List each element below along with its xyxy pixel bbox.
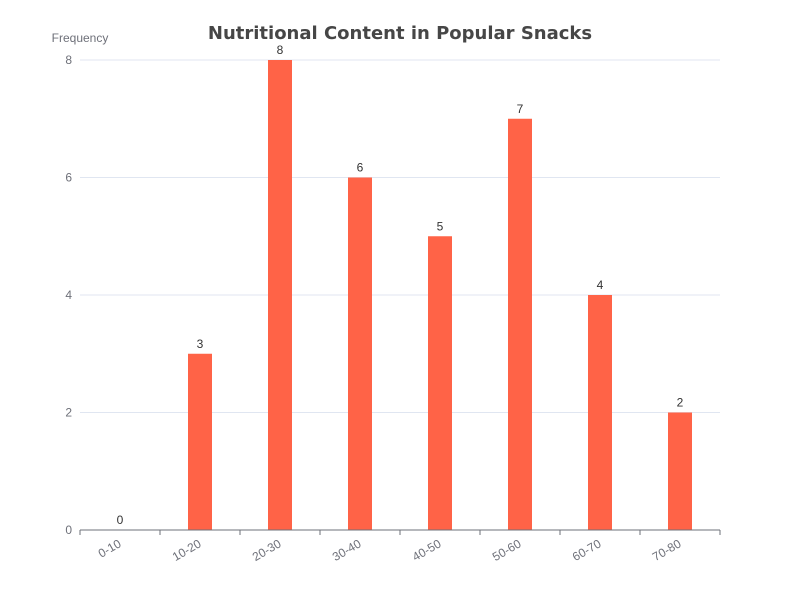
bar[interactable] xyxy=(668,412,692,531)
x-axis xyxy=(79,529,721,535)
x-tick-label: 40-50 xyxy=(410,536,444,564)
bar[interactable] xyxy=(348,177,372,531)
x-tick-label: 20-30 xyxy=(250,536,284,564)
data-label: 4 xyxy=(597,278,604,292)
x-tick-label: 70-80 xyxy=(650,536,684,564)
x-tick-label: 10-20 xyxy=(170,536,204,564)
y-tick-label: 2 xyxy=(65,406,72,420)
y-tick-label: 6 xyxy=(65,171,72,185)
data-label: 5 xyxy=(437,219,444,233)
grid-lines xyxy=(80,59,720,413)
y-axis-label: Frequency xyxy=(52,31,109,45)
y-tick-label: 8 xyxy=(65,53,72,67)
chart-title: Nutritional Content in Popular Snacks xyxy=(208,23,592,44)
data-label: 2 xyxy=(677,396,684,410)
x-tick-label: 0-10 xyxy=(96,536,124,560)
data-label: 8 xyxy=(277,43,284,57)
x-tick-label: 50-60 xyxy=(490,536,524,564)
x-axis-ticks: 0-10 10-20 20-30 30-40 40-50 50-60 60-70 70-80 xyxy=(96,536,684,564)
data-label: 3 xyxy=(197,337,204,351)
data-label: 0 xyxy=(117,513,124,527)
x-tick-label: 60-70 xyxy=(570,536,604,564)
y-tick-label: 0 xyxy=(65,523,72,537)
bar[interactable] xyxy=(428,236,452,530)
data-label: 6 xyxy=(357,161,364,175)
y-axis-ticks: 0 2 4 6 8 xyxy=(65,53,72,537)
bars xyxy=(188,60,692,530)
data-labels: 0 3 8 6 5 7 4 2 xyxy=(117,43,684,527)
y-tick-label: 4 xyxy=(65,288,72,302)
x-tick-label: 30-40 xyxy=(330,536,364,564)
data-label: 7 xyxy=(517,102,524,116)
bar[interactable] xyxy=(188,353,212,530)
bar[interactable] xyxy=(268,60,292,530)
bar[interactable] xyxy=(508,118,532,530)
bar[interactable] xyxy=(588,295,612,530)
